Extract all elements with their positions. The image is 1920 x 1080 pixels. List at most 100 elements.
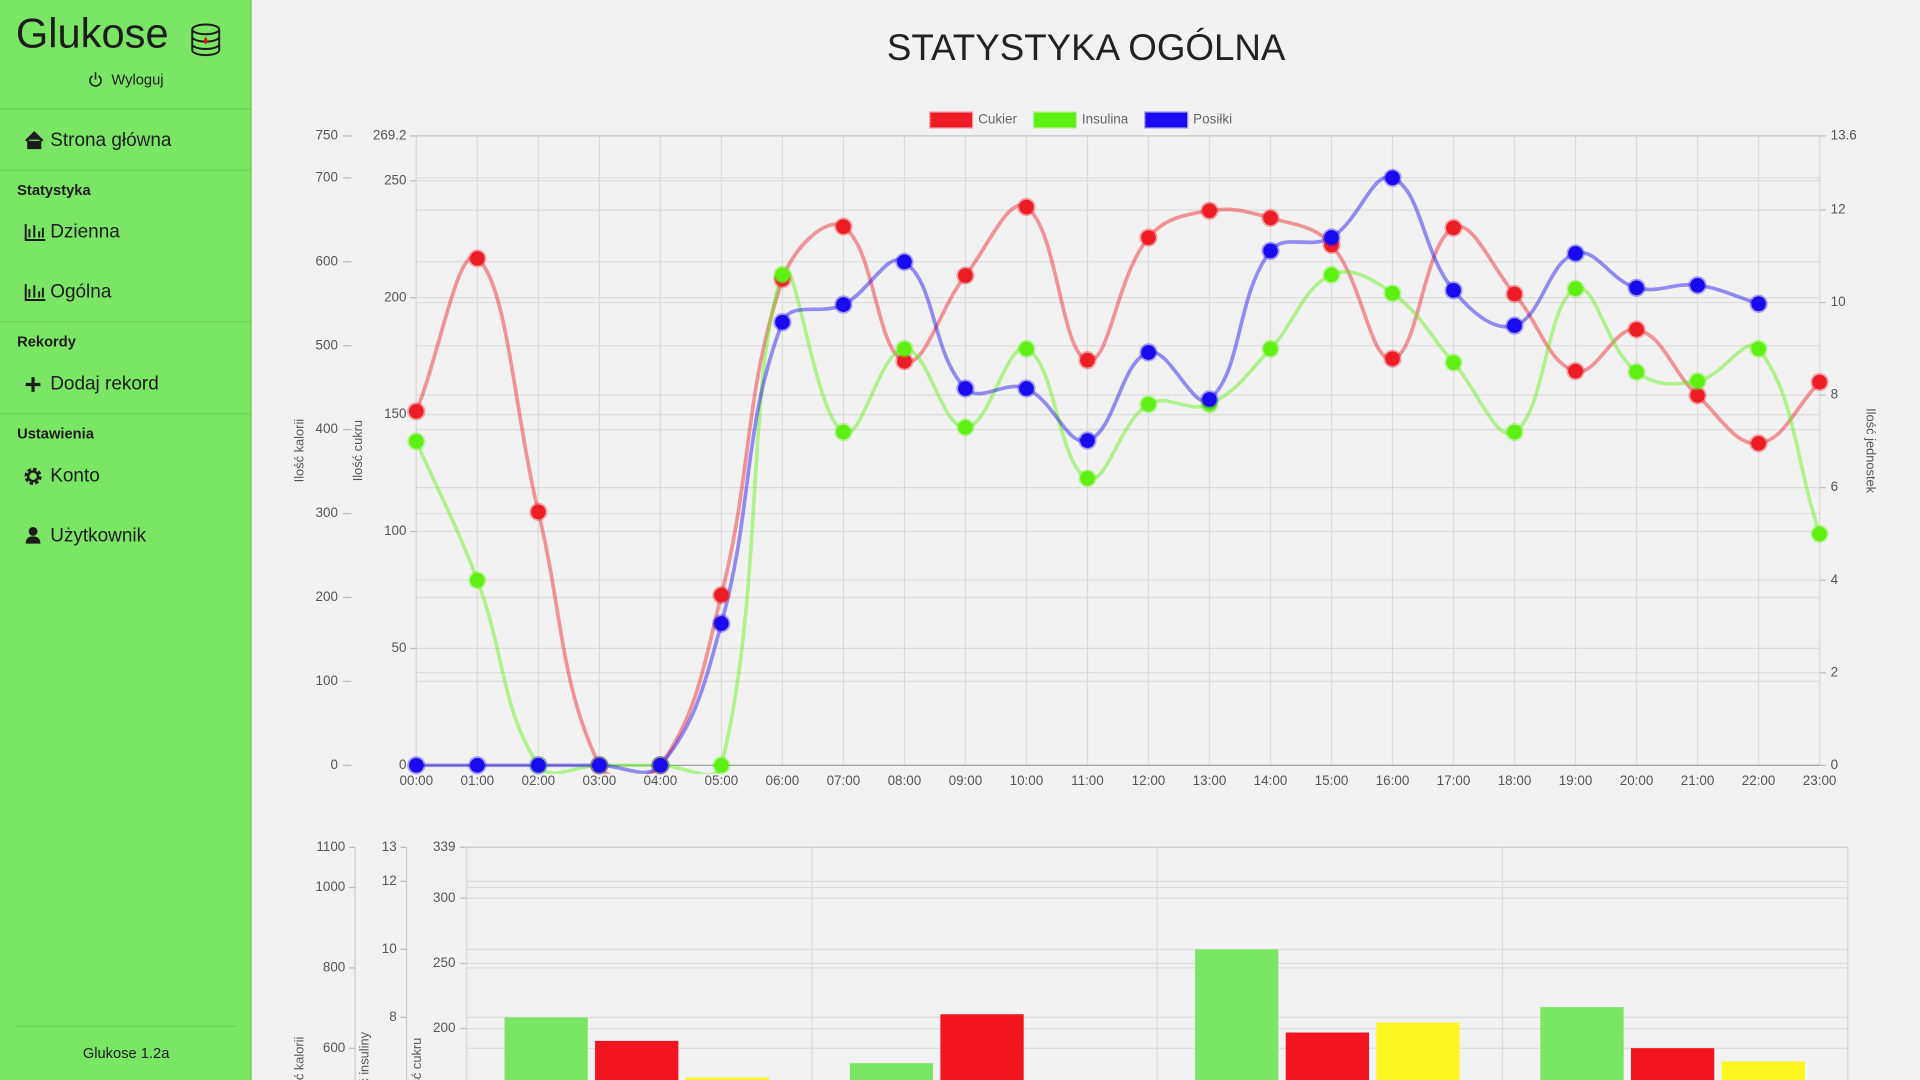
y-tick-label: 100 — [316, 673, 338, 688]
axis-title: Ilość kalorii — [291, 1037, 306, 1080]
x-tick-label: 10:00 — [1010, 773, 1044, 788]
y-tick-label: 50 — [392, 640, 407, 655]
x-tick-label: 03:00 — [583, 773, 617, 788]
legend-swatch — [929, 111, 974, 129]
data-point — [1688, 276, 1707, 295]
x-tick-label: 18:00 — [1498, 773, 1532, 788]
x-tick-label: 23:00 — [1803, 773, 1837, 788]
data-point — [895, 252, 914, 271]
nav-item[interactable]: Ogólna — [50, 282, 112, 303]
data-point — [773, 265, 792, 284]
x-tick-label: 14:00 — [1254, 773, 1288, 788]
x-tick-label: 00:00 — [399, 773, 433, 788]
logout[interactable]: Wyloguj — [111, 73, 163, 89]
section-title: Rekordy — [17, 335, 77, 351]
legend-swatch — [1144, 111, 1189, 129]
data-point — [1749, 294, 1768, 313]
version: Glukose 1.2a — [83, 1046, 170, 1062]
data-point — [407, 756, 426, 775]
y-tick-label: 250 — [433, 955, 455, 970]
section-title: Statystyka — [17, 183, 91, 199]
data-point — [834, 422, 853, 442]
y-tick-label: 600 — [316, 253, 338, 268]
nav-item[interactable]: Dodaj rekord — [50, 374, 159, 395]
data-point — [712, 585, 731, 605]
data-point — [1017, 197, 1036, 217]
x-tick-label: 05:00 — [705, 773, 739, 788]
power-icon — [89, 72, 102, 87]
chart-icon — [24, 224, 46, 241]
data-point — [1383, 284, 1402, 303]
data-point — [712, 614, 731, 633]
bar — [685, 1077, 769, 1080]
data-point — [1078, 350, 1097, 370]
nav-home[interactable]: Strona główna — [50, 130, 172, 151]
data-point — [1627, 278, 1646, 297]
data-point — [1200, 390, 1219, 409]
y-tick-label: 750 — [316, 127, 338, 142]
y-tick-label: 13 — [382, 839, 397, 854]
legend-swatch — [1032, 111, 1078, 129]
data-point — [1017, 339, 1036, 358]
axis-title: Ilość jednostek — [1863, 408, 1878, 494]
x-tick-label: 22:00 — [1742, 773, 1776, 788]
y-tick-label: 150 — [384, 406, 406, 421]
data-point — [956, 418, 975, 437]
data-point — [590, 756, 609, 775]
y-tick-label: 2 — [1831, 664, 1838, 679]
data-point — [1139, 343, 1158, 362]
nav-item[interactable]: Użytkownik — [50, 525, 146, 546]
y-tick-label: 400 — [316, 421, 338, 436]
y-tick-label: 250 — [384, 172, 406, 187]
x-tick-label: 07:00 — [827, 773, 861, 788]
y-tick-label: 12 — [382, 873, 397, 888]
x-tick-label: 04:00 — [644, 773, 678, 788]
data-point — [1505, 316, 1524, 335]
x-tick-label: 19:00 — [1559, 773, 1593, 788]
y-tick-label: 200 — [384, 289, 406, 304]
data-point — [1383, 168, 1402, 188]
data-point — [773, 313, 792, 332]
data-point — [407, 402, 426, 421]
x-tick-label: 06:00 — [766, 773, 800, 788]
nav-item[interactable]: Dzienna — [50, 222, 120, 243]
y-tick-label: 0 — [1831, 757, 1838, 772]
axis-title: Ilość insuliny — [356, 1031, 371, 1080]
data-point — [1139, 395, 1158, 414]
home-icon — [25, 130, 44, 150]
data-point — [1322, 265, 1341, 284]
bar — [1631, 1048, 1715, 1080]
data-point — [1627, 320, 1646, 339]
data-point — [1261, 241, 1280, 261]
axis-title: Ilość kalorii — [291, 419, 306, 483]
bar — [940, 1014, 1024, 1080]
y-tick-label: 0 — [399, 757, 406, 772]
bar — [1721, 1061, 1805, 1080]
data-point — [1566, 279, 1585, 298]
legend: Cukier Insulina Posiłki — [929, 111, 1232, 129]
page-title: STATYSTYKA OGÓLNA — [887, 27, 1286, 68]
data-point — [1444, 218, 1463, 237]
bar — [595, 1040, 679, 1080]
y-tick-label: 800 — [323, 959, 345, 974]
brand[interactable]: Glukose — [16, 10, 169, 57]
bar — [849, 1063, 934, 1080]
y-tick-label: 339 — [433, 839, 455, 854]
nav-item[interactable]: Konto — [50, 465, 100, 486]
y-tick-label: 13.6 — [1831, 127, 1857, 142]
data-point — [1810, 524, 1829, 544]
user-icon — [25, 527, 41, 544]
data-point — [1566, 361, 1585, 381]
x-tick-label: 11:00 — [1071, 773, 1104, 788]
data-point — [1078, 431, 1097, 450]
gear-icon — [24, 467, 42, 485]
x-tick-label: 20:00 — [1620, 773, 1654, 788]
data-point — [1261, 208, 1280, 228]
data-point — [1749, 434, 1768, 453]
y-tick-label: 1000 — [315, 879, 345, 894]
bar — [1540, 1007, 1624, 1080]
axis-title: Ilość cukru — [409, 1038, 424, 1080]
data-point — [651, 756, 670, 775]
